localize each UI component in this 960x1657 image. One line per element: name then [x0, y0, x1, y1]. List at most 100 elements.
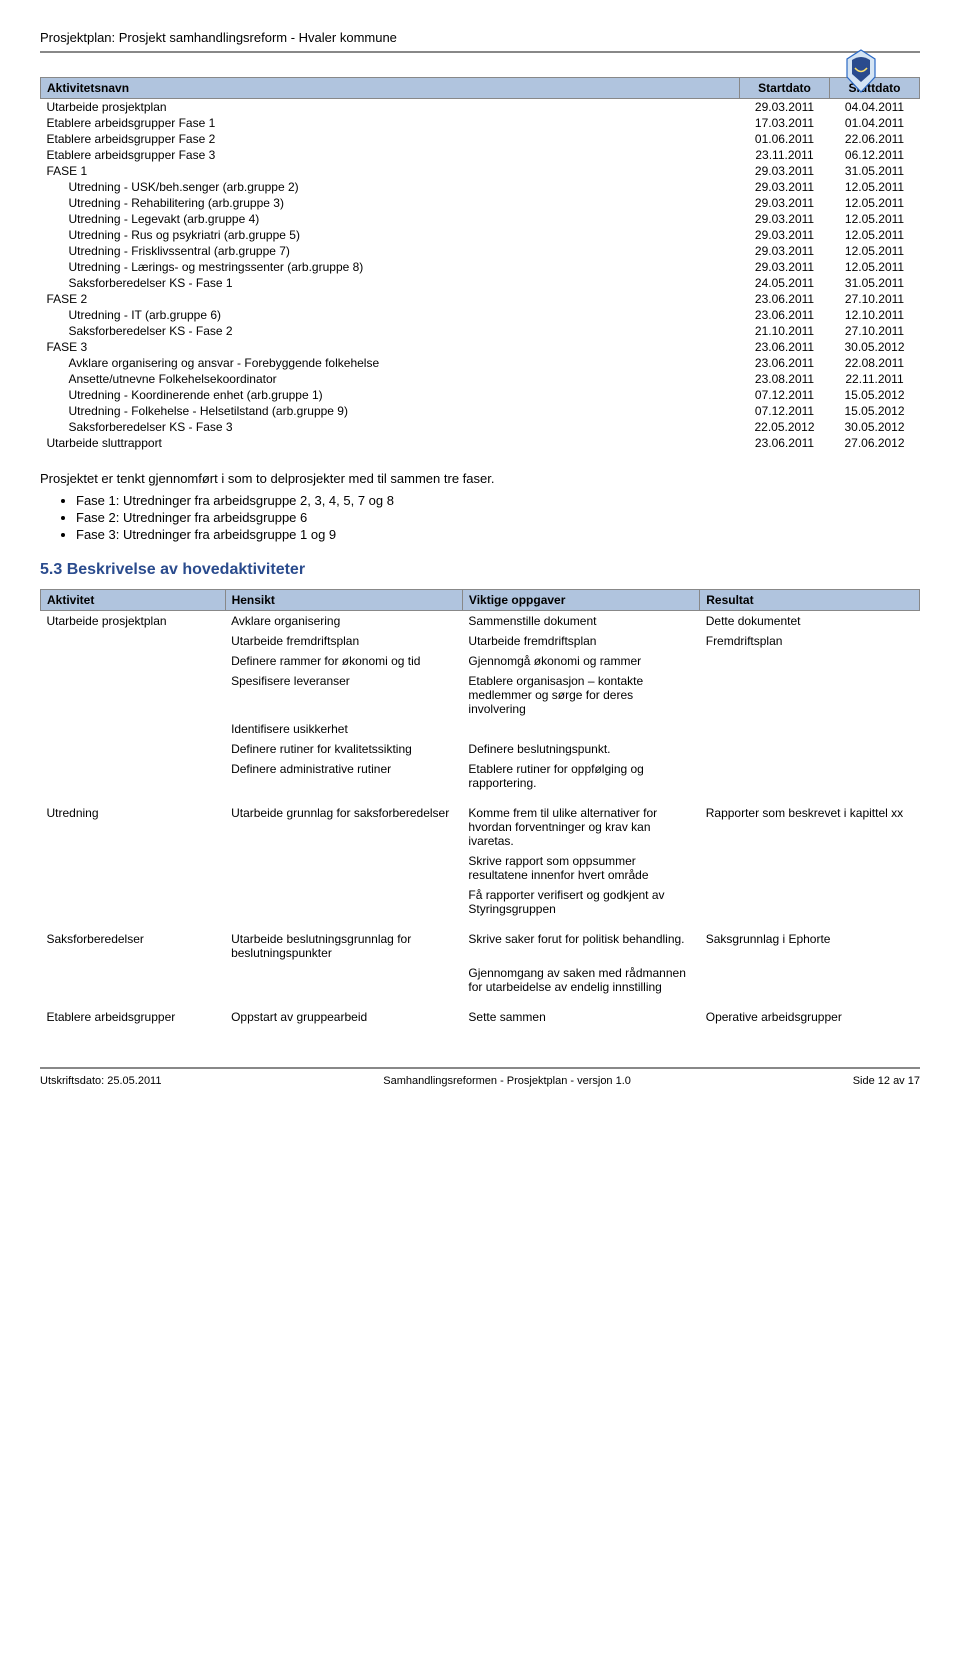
- cell-hensikt: [225, 851, 462, 885]
- schedule-row: Utredning - Lærings- og mestringssenter …: [41, 259, 920, 275]
- cell-hensikt: [225, 885, 462, 919]
- schedule-start: 29.03.2011: [740, 195, 830, 211]
- activities-table: Aktivitet Hensikt Viktige oppgaver Resul…: [40, 589, 920, 1027]
- activities-row: Definere rutiner for kvalitetssiktingDef…: [41, 739, 920, 759]
- schedule-row: FASE 223.06.201127.10.2011: [41, 291, 920, 307]
- activities-row: Få rapporter verifisert og godkjent av S…: [41, 885, 920, 919]
- schedule-end: 22.11.2011: [830, 371, 920, 387]
- schedule-end: 22.06.2011: [830, 131, 920, 147]
- schedule-row: Utarbeide sluttrapport23.06.201127.06.20…: [41, 435, 920, 451]
- schedule-start: 23.06.2011: [740, 355, 830, 371]
- cell-resultat: [700, 671, 920, 719]
- footer-right: Side 12 av 17: [853, 1075, 920, 1087]
- intro-bullet: Fase 1: Utredninger fra arbeidsgruppe 2,…: [76, 492, 920, 509]
- schedule-end: 12.05.2011: [830, 227, 920, 243]
- schedule-end: 15.05.2012: [830, 387, 920, 403]
- schedule-name: Saksforberedelser KS - Fase 2: [41, 323, 740, 339]
- schedule-name: Etablere arbeidsgrupper Fase 3: [41, 147, 740, 163]
- cell-resultat: [700, 739, 920, 759]
- schedule-row: Utredning - Frisklivssentral (arb.gruppe…: [41, 243, 920, 259]
- schedule-end: 12.10.2011: [830, 307, 920, 323]
- schedule-end: 12.05.2011: [830, 243, 920, 259]
- row-separator: [41, 997, 920, 1007]
- cell-aktivitet: Saksforberedelser: [41, 929, 226, 963]
- activities-col-aktivitet: Aktivitet: [41, 590, 226, 611]
- schedule-row: Saksforberedelser KS - Fase 322.05.20123…: [41, 419, 920, 435]
- activities-row: Definere administrative rutinerEtablere …: [41, 759, 920, 793]
- schedule-row: FASE 323.06.201130.05.2012: [41, 339, 920, 355]
- cell-resultat: [700, 651, 920, 671]
- schedule-name: Saksforberedelser KS - Fase 1: [41, 275, 740, 291]
- cell-viktige: Etablere rutiner for oppfølging og rappo…: [462, 759, 699, 793]
- schedule-name: Utredning - Lærings- og mestringssenter …: [41, 259, 740, 275]
- schedule-end: 30.05.2012: [830, 419, 920, 435]
- schedule-start: 23.06.2011: [740, 307, 830, 323]
- schedule-name: FASE 2: [41, 291, 740, 307]
- cell-hensikt: Spesifisere leveranser: [225, 671, 462, 719]
- activities-col-resultat: Resultat: [700, 590, 920, 611]
- cell-viktige: Sette sammen: [462, 1007, 699, 1027]
- schedule-name: FASE 3: [41, 339, 740, 355]
- schedule-end: 27.10.2011: [830, 291, 920, 307]
- schedule-start: 01.06.2011: [740, 131, 830, 147]
- schedule-name: Etablere arbeidsgrupper Fase 2: [41, 131, 740, 147]
- schedule-row: Utarbeide prosjektplan29.03.201104.04.20…: [41, 99, 920, 116]
- schedule-name: Utredning - Folkehelse - Helsetilstand (…: [41, 403, 740, 419]
- activities-row: SaksforberedelserUtarbeide beslutningsgr…: [41, 929, 920, 963]
- cell-aktivitet: Etablere arbeidsgrupper: [41, 1007, 226, 1027]
- cell-aktivitet: [41, 739, 226, 759]
- activities-row: Definere rammer for økonomi og tidGjenno…: [41, 651, 920, 671]
- schedule-name: Utredning - Frisklivssentral (arb.gruppe…: [41, 243, 740, 259]
- activities-row: UtredningUtarbeide grunnlag for saksforb…: [41, 803, 920, 851]
- cell-hensikt: Utarbeide grunnlag for saksforberedelser: [225, 803, 462, 851]
- intro-bullet: Fase 3: Utredninger fra arbeidsgruppe 1 …: [76, 526, 920, 543]
- cell-aktivitet: Utarbeide prosjektplan: [41, 611, 226, 632]
- cell-resultat: Saksgrunnlag i Ephorte: [700, 929, 920, 963]
- schedule-row: Etablere arbeidsgrupper Fase 201.06.2011…: [41, 131, 920, 147]
- cell-hensikt: Utarbeide beslutningsgrunnlag for beslut…: [225, 929, 462, 963]
- schedule-row: Utredning - Rus og psykriatri (arb.grupp…: [41, 227, 920, 243]
- schedule-start: 29.03.2011: [740, 227, 830, 243]
- cell-aktivitet: Utredning: [41, 803, 226, 851]
- schedule-end: 15.05.2012: [830, 403, 920, 419]
- activities-row: [41, 919, 920, 929]
- cell-aktivitet: [41, 885, 226, 919]
- schedule-row: Etablere arbeidsgrupper Fase 117.03.2011…: [41, 115, 920, 131]
- section-title: 5.3 Beskrivelse av hovedaktiviteter: [40, 561, 920, 579]
- schedule-name: Utredning - IT (arb.gruppe 6): [41, 307, 740, 323]
- schedule-row: Saksforberedelser KS - Fase 124.05.20113…: [41, 275, 920, 291]
- schedule-row: Utredning - IT (arb.gruppe 6)23.06.20111…: [41, 307, 920, 323]
- row-separator: [41, 919, 920, 929]
- schedule-row: Ansette/utnevne Folkehelsekoordinator23.…: [41, 371, 920, 387]
- intro-lead: Prosjektet er tenkt gjennomført i som to…: [40, 471, 920, 486]
- cell-viktige: Sammenstille dokument: [462, 611, 699, 632]
- cell-hensikt: [225, 963, 462, 997]
- schedule-name: Avklare organisering og ansvar - Forebyg…: [41, 355, 740, 371]
- activities-col-viktige: Viktige oppgaver: [462, 590, 699, 611]
- schedule-name: Utredning - Rus og psykriatri (arb.grupp…: [41, 227, 740, 243]
- schedule-row: Utredning - Rehabilitering (arb.gruppe 3…: [41, 195, 920, 211]
- schedule-end: 31.05.2011: [830, 275, 920, 291]
- cell-aktivitet: [41, 851, 226, 885]
- cell-resultat: Rapporter som beskrevet i kapittel xx: [700, 803, 920, 851]
- cell-resultat: Dette dokumentet: [700, 611, 920, 632]
- schedule-start: 23.06.2011: [740, 291, 830, 307]
- schedule-start: 17.03.2011: [740, 115, 830, 131]
- schedule-start: 24.05.2011: [740, 275, 830, 291]
- schedule-row: Etablere arbeidsgrupper Fase 323.11.2011…: [41, 147, 920, 163]
- schedule-start: 23.08.2011: [740, 371, 830, 387]
- cell-hensikt: Utarbeide fremdriftsplan: [225, 631, 462, 651]
- schedule-col-name: Aktivitetsnavn: [41, 78, 740, 99]
- schedule-end: 01.04.2011: [830, 115, 920, 131]
- schedule-start: 29.03.2011: [740, 163, 830, 179]
- cell-aktivitet: [41, 651, 226, 671]
- cell-resultat: [700, 719, 920, 739]
- cell-viktige: Skrive saker forut for politisk behandli…: [462, 929, 699, 963]
- cell-viktige: Få rapporter verifisert og godkjent av S…: [462, 885, 699, 919]
- schedule-name: Ansette/utnevne Folkehelsekoordinator: [41, 371, 740, 387]
- page-footer: Utskriftsdato: 25.05.2011 Samhandlingsre…: [40, 1067, 920, 1087]
- cell-hensikt: Oppstart av gruppearbeid: [225, 1007, 462, 1027]
- schedule-name: FASE 1: [41, 163, 740, 179]
- schedule-end: 27.06.2012: [830, 435, 920, 451]
- cell-viktige: Komme frem til ulike alternativer for hv…: [462, 803, 699, 851]
